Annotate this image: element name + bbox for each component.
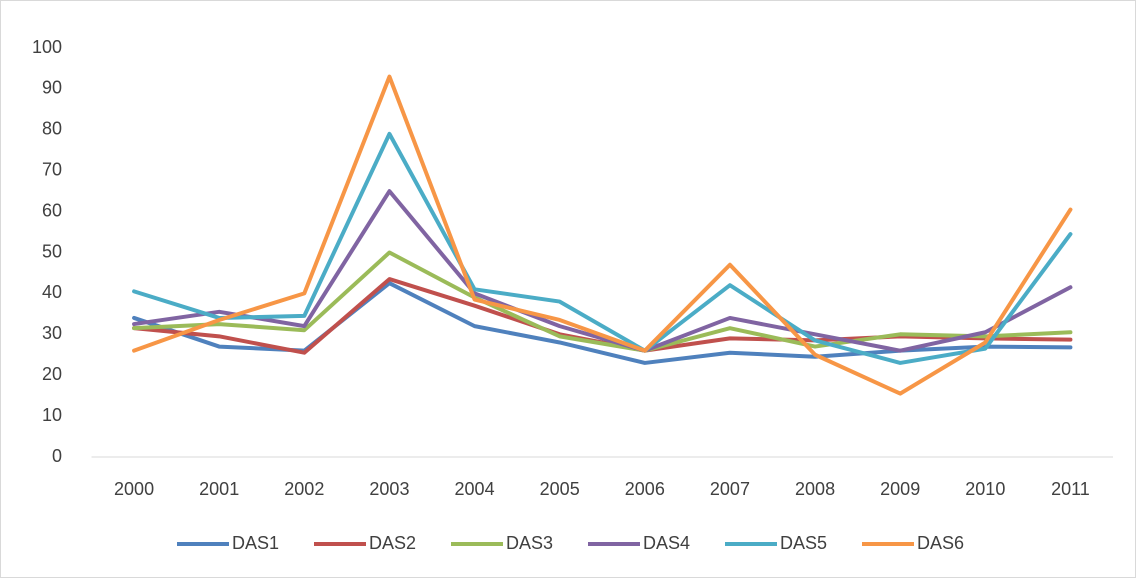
x-tick-label: 2001 — [199, 479, 239, 499]
x-tick-label: 2006 — [625, 479, 665, 499]
x-tick-label: 2011 — [1051, 479, 1090, 499]
y-tick-label: 70 — [42, 159, 62, 179]
y-tick-label: 50 — [42, 241, 62, 261]
series-line — [132, 250, 1073, 353]
y-tick-label: 90 — [42, 78, 62, 98]
x-tick-label: 2004 — [455, 479, 495, 499]
y-tick-label: 80 — [42, 119, 62, 139]
x-tick-label: 2008 — [795, 479, 835, 499]
y-tick-label: 10 — [42, 405, 62, 425]
x-tick-label: 2009 — [880, 479, 920, 499]
y-tick-label: 0 — [52, 446, 62, 466]
series-line — [132, 189, 1073, 353]
y-tick-label: 60 — [42, 200, 62, 220]
x-tick-label: 2007 — [710, 479, 750, 499]
legend-label: DAS5 — [780, 533, 827, 553]
y-tick-label: 40 — [42, 282, 62, 302]
series-line — [132, 74, 1073, 396]
x-tick-label: 2000 — [114, 479, 154, 499]
y-tick-label: 30 — [42, 323, 62, 343]
series-line — [132, 131, 1073, 365]
x-tick-label: 2010 — [965, 479, 1005, 499]
x-tick-label: 2003 — [369, 479, 409, 499]
x-tick-label: 2005 — [540, 479, 580, 499]
y-tick-label: 100 — [32, 37, 62, 57]
legend-label: DAS2 — [369, 533, 416, 553]
legend-label: DAS6 — [917, 533, 964, 553]
y-tick-label: 20 — [42, 364, 62, 384]
legend-label: DAS1 — [232, 533, 279, 553]
x-tick-label: 2002 — [284, 479, 324, 499]
legend-label: DAS4 — [643, 533, 690, 553]
legend-label: DAS3 — [506, 533, 553, 553]
